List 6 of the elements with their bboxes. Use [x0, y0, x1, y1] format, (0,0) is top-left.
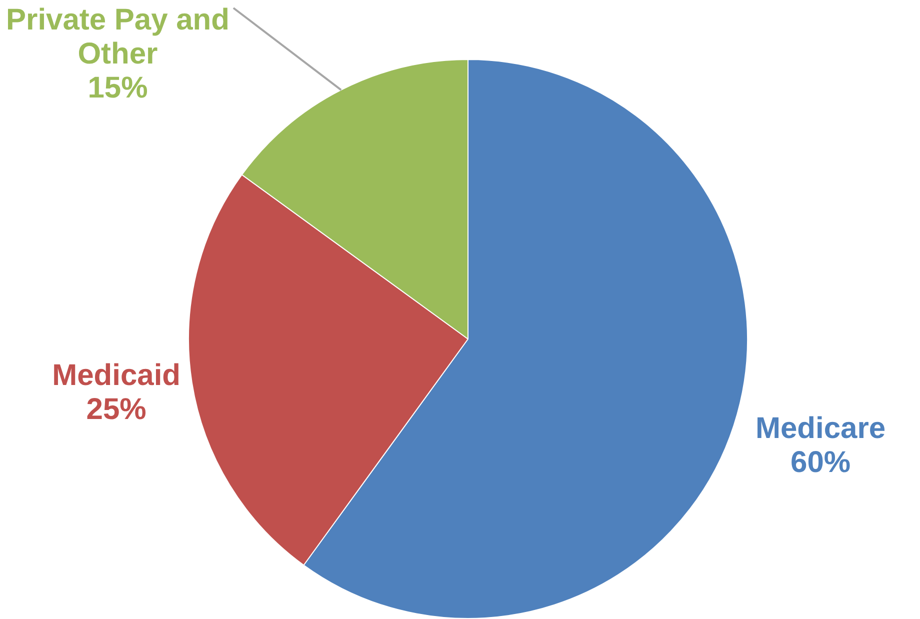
data-label: 60%: [790, 446, 851, 480]
slice-label: Medicaid: [52, 358, 181, 392]
data-label: 25%: [86, 392, 146, 426]
slice-label: Private Pay and Other: [6, 3, 230, 70]
data-label: 15%: [88, 71, 148, 104]
slice-label: Medicare: [755, 412, 886, 446]
